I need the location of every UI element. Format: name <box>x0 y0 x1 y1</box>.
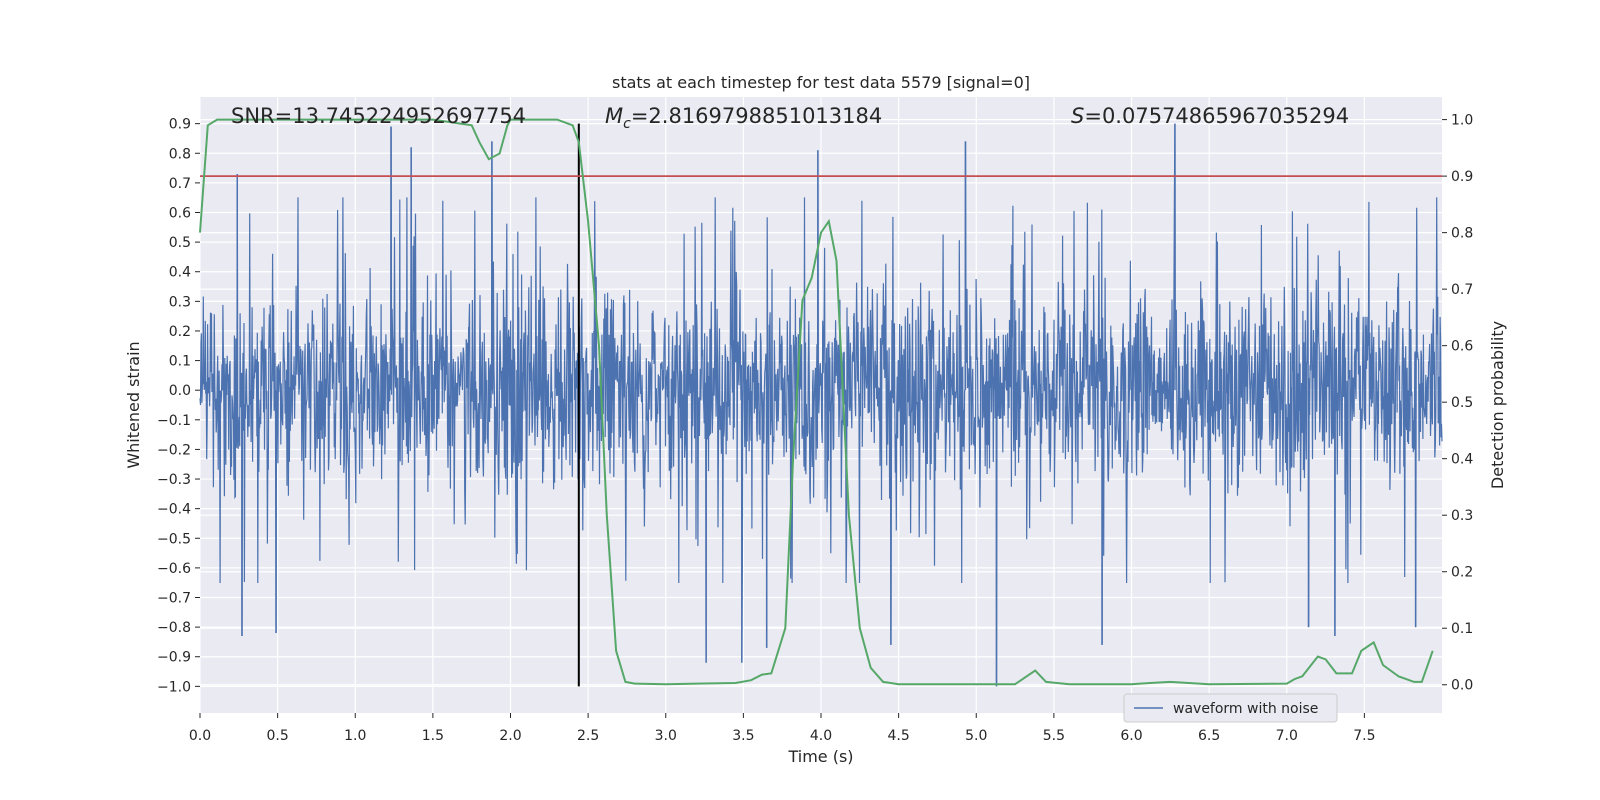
y-left-tick-label: 0.6 <box>169 206 191 222</box>
waveform-series <box>199 123 1443 687</box>
x-tick-label: 7.0 <box>1276 728 1298 744</box>
y-left-tick-label: −0.5 <box>157 531 191 547</box>
chirp-mass-annotation: Mc=2.8169798851013184 <box>605 104 882 132</box>
x-tick-label: 6.0 <box>1120 728 1142 744</box>
left-axis-ticks: 0.9 0.8 0.7 0.6 0.5 0.4 0.3 0.2 0.1 0.0 −0.1 −0.2 −0… <box>157 117 200 695</box>
detection-probability-series <box>199 118 1442 686</box>
y-left-tick-label: −0.6 <box>157 561 191 577</box>
left-axis-label: Whitened strain <box>124 341 143 468</box>
y-left-tick-label: 0.3 <box>169 294 191 310</box>
y-left-tick-label: −0.4 <box>157 502 191 518</box>
chart-title: stats at each timestep for test data 557… <box>612 73 1030 92</box>
waveform-line <box>199 123 1443 687</box>
y-left-tick-label: −0.1 <box>157 413 191 429</box>
y-left-tick-label: 0.4 <box>169 265 191 281</box>
y-right-tick-label: 0.6 <box>1451 339 1473 355</box>
legend: waveform with noise <box>1123 693 1338 723</box>
x-tick-label: 2.0 <box>499 728 521 744</box>
y-left-tick-label: 0.0 <box>169 383 191 399</box>
legend-label: waveform with noise <box>1173 701 1318 717</box>
x-tick-label: 4.5 <box>887 728 909 744</box>
x-tick-label: 3.0 <box>655 728 677 744</box>
x-tick-label: 5.0 <box>965 728 987 744</box>
y-right-tick-label: 1.0 <box>1451 113 1473 129</box>
y-right-tick-label: 0.3 <box>1451 508 1473 524</box>
x-tick-label: 1.0 <box>344 728 366 744</box>
y-left-tick-label: 0.2 <box>169 324 191 340</box>
s-annotation: S=0.07574865967035294 <box>1071 104 1349 128</box>
y-right-tick-label: 0.9 <box>1451 169 1473 185</box>
y-right-tick-label: 0.8 <box>1451 226 1473 242</box>
y-left-tick-label: −0.9 <box>157 650 191 666</box>
x-tick-label: 0.5 <box>266 728 288 744</box>
y-left-tick-label: 0.7 <box>169 176 191 192</box>
y-left-tick-label: −0.7 <box>157 591 191 607</box>
detection-probability-line <box>199 118 1434 686</box>
y-left-tick-label: 0.1 <box>169 354 191 370</box>
y-left-tick-label: −1.0 <box>157 679 191 695</box>
y-left-tick-label: −0.3 <box>157 472 191 488</box>
x-tick-label: 0.0 <box>189 728 211 744</box>
snr-annotation: SNR=13.745224952697754 <box>231 104 526 128</box>
x-tick-label: 7.5 <box>1353 728 1375 744</box>
x-tick-label: 5.5 <box>1043 728 1065 744</box>
right-axis-label: Detection probability <box>1488 321 1507 489</box>
x-tick-label: 2.5 <box>577 728 599 744</box>
x-axis-label: Time (s) <box>787 747 853 766</box>
x-tick-label: 4.0 <box>810 728 832 744</box>
legend-box <box>1123 693 1338 723</box>
y-left-tick-label: −0.8 <box>157 620 191 636</box>
x-tick-label: 6.5 <box>1198 728 1220 744</box>
x-tick-label: 1.5 <box>422 728 444 744</box>
y-left-tick-label: 0.5 <box>169 235 191 251</box>
y-right-tick-label: 0.4 <box>1451 452 1473 468</box>
y-left-tick-label: 0.9 <box>169 117 191 133</box>
right-axis-ticks: 1.0 0.9 0.8 0.7 0.6 0.5 0.4 0.3 0.2 0.1 0.0 <box>1442 113 1473 694</box>
y-right-tick-label: 0.1 <box>1451 621 1473 637</box>
y-right-tick-label: 0.2 <box>1451 565 1473 581</box>
y-right-tick-label: 0.7 <box>1451 282 1473 298</box>
y-left-tick-label: −0.2 <box>157 442 191 458</box>
x-tick-label: 3.5 <box>732 728 754 744</box>
y-right-tick-label: 0.0 <box>1451 678 1473 694</box>
y-left-tick-label: 0.8 <box>169 146 191 162</box>
y-right-tick-label: 0.5 <box>1451 395 1473 411</box>
